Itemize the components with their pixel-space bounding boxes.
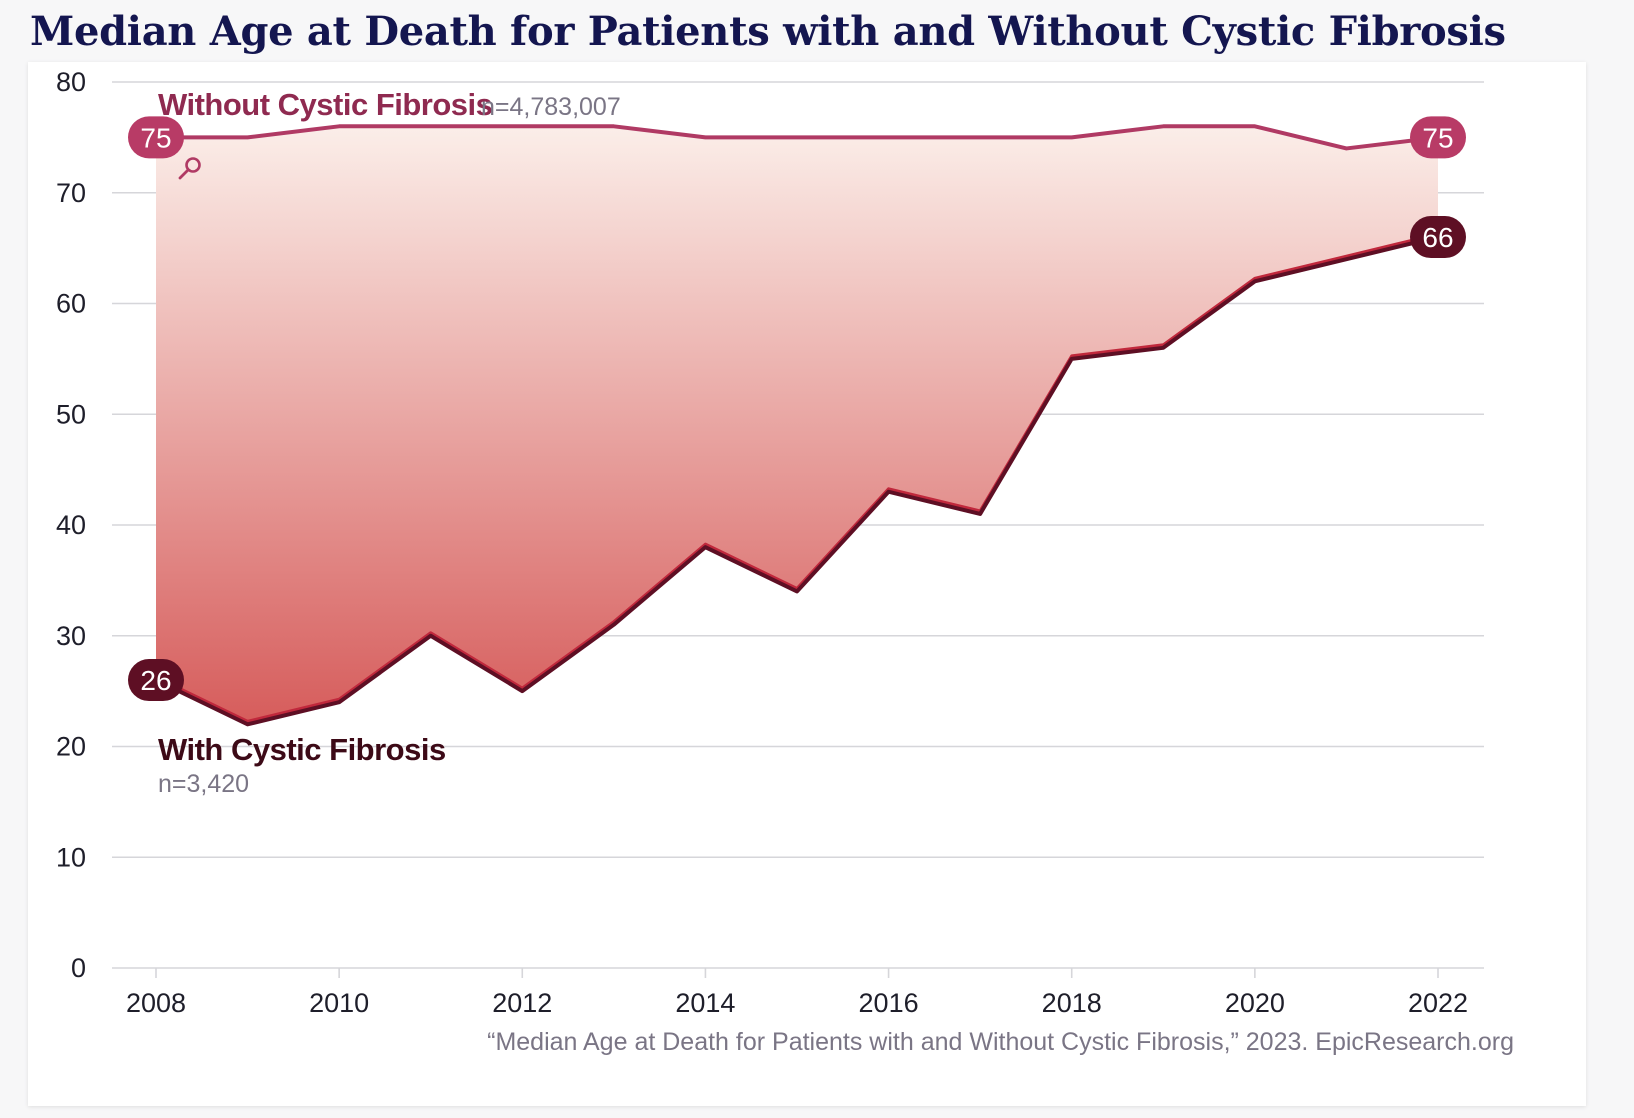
series-line-with-cf-highlight: [155, 232, 1439, 723]
gap-area-fill: [156, 126, 1438, 725]
value-label-with-cf-start-bg: [128, 659, 184, 702]
y-tick-label-60: 60: [56, 289, 86, 319]
value-label-with-cf-start: 26: [128, 659, 184, 702]
x-tick-label-2014: 2014: [675, 988, 735, 1018]
source-citation: “Median Age at Death for Patients with a…: [487, 1028, 1514, 1056]
x-tick-label-2020: 2020: [1225, 988, 1285, 1018]
x-axis: 2008 2010 2012 2014 2016 2018 2020 2022: [126, 968, 1468, 1018]
y-tick-label-50: 50: [56, 399, 86, 429]
chart-title: Median Age at Death for Patients with an…: [30, 8, 1506, 55]
value-label-without-cf-start: 75: [128, 116, 184, 159]
value-label-with-cf-end-bg: [1410, 216, 1466, 259]
y-tick-label-30: 30: [56, 621, 86, 651]
y-tick-label-40: 40: [56, 510, 86, 540]
value-label-without-cf-end-bg: [1410, 116, 1466, 159]
series-lines: [155, 124, 1439, 727]
value-label-with-cf-start-text: 26: [140, 665, 171, 696]
series-n-with-cf: n=3,420: [158, 770, 249, 798]
y-tick-label-0: 0: [71, 953, 86, 983]
value-labels: 75 75 26 66: [128, 116, 1466, 702]
chart-card: 0 10 20 30 40 50 60 70 80 2008 2010 2012 2014 2016 20…: [28, 62, 1586, 1106]
series-line-with-cf: [155, 235, 1439, 727]
x-tick-label-2008: 2008: [126, 988, 186, 1018]
y-tick-label-20: 20: [56, 732, 86, 762]
series-n-without-cf: n=4,783,007: [481, 93, 621, 121]
series-label-with-cf: With Cystic Fibrosis: [158, 732, 446, 767]
y-axis: 0 10 20 30 40 50 60 70 80: [56, 67, 86, 983]
x-tick-label-2012: 2012: [492, 988, 552, 1018]
value-label-with-cf-end: 66: [1410, 216, 1466, 259]
y-tick-label-10: 10: [56, 842, 86, 872]
magnifier-icon[interactable]: [178, 157, 201, 180]
x-tick-label-2010: 2010: [309, 988, 369, 1018]
value-label-without-cf-end: 75: [1410, 116, 1466, 159]
y-tick-label-80: 80: [56, 67, 86, 97]
x-tick-label-2018: 2018: [1042, 988, 1102, 1018]
x-tick-label-2016: 2016: [859, 988, 919, 1018]
series-label-without-cf: Without Cystic Fibrosis: [158, 87, 492, 122]
value-label-with-cf-end-text: 66: [1422, 222, 1453, 253]
value-label-without-cf-start-text: 75: [140, 122, 171, 153]
value-label-without-cf-end-text: 75: [1422, 122, 1453, 153]
series-line-without-cf: [156, 124, 1439, 151]
value-label-without-cf-start-bg: [128, 116, 184, 159]
x-tick-label-2022: 2022: [1408, 988, 1468, 1018]
y-tick-label-70: 70: [56, 178, 86, 208]
